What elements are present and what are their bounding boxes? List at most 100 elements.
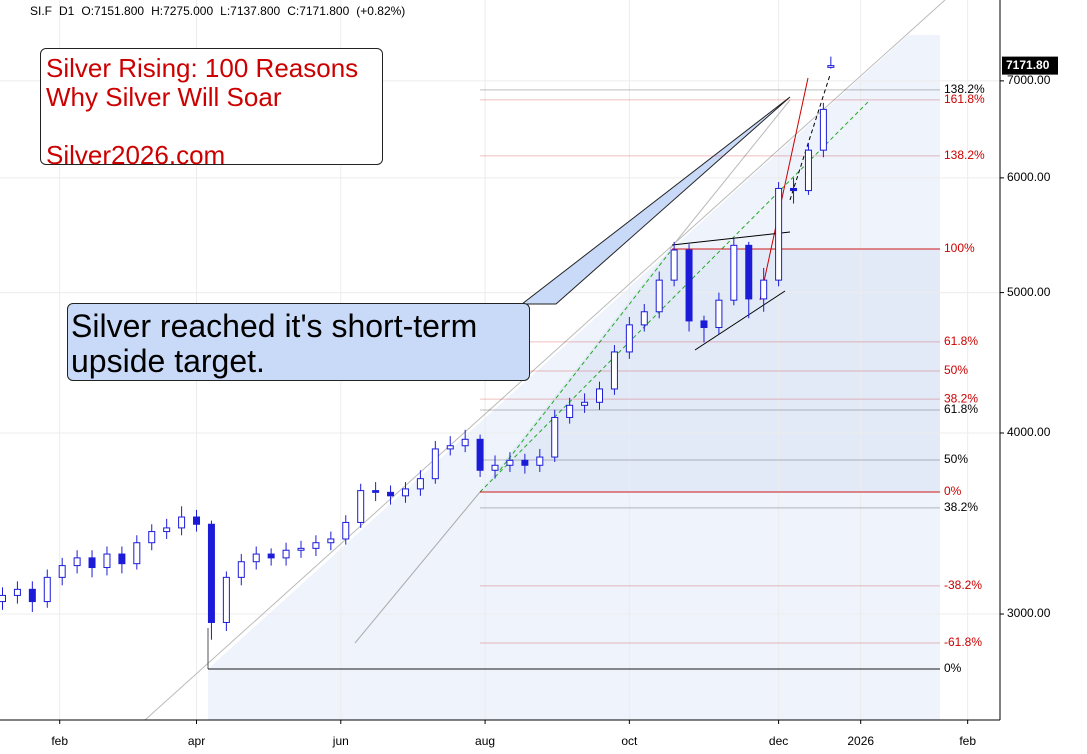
candle-body xyxy=(118,553,126,565)
candle-body xyxy=(207,523,215,623)
callout-line: upside target. xyxy=(71,343,265,379)
symbol: SI.F xyxy=(30,4,53,18)
callout-box: Silver reached it's short-term upside ta… xyxy=(67,303,530,381)
fib-label: 161.8% xyxy=(944,92,985,106)
candle-body xyxy=(401,488,409,497)
x-tick-label: apr xyxy=(188,734,205,748)
candle-body xyxy=(521,459,529,466)
candle-body xyxy=(670,249,678,281)
x-tick-label: oct xyxy=(621,734,638,748)
x-tick-label: aug xyxy=(475,734,495,748)
candle-body xyxy=(222,576,230,623)
candle-body xyxy=(387,491,395,497)
candle-body xyxy=(416,478,424,490)
trend-line xyxy=(669,99,791,250)
candle-body xyxy=(506,459,514,466)
candle-body xyxy=(73,557,81,567)
last-price-box xyxy=(1002,56,1058,75)
candle-body xyxy=(431,448,439,480)
x-tick-label: feb xyxy=(51,734,68,748)
fib-label: 61.8% xyxy=(944,402,978,416)
trend-line xyxy=(671,231,791,246)
candle-body xyxy=(357,490,365,523)
fib-frame xyxy=(354,491,481,644)
fib-label: -61.8% xyxy=(944,635,982,649)
candle-body xyxy=(133,542,141,565)
change: (+0.82%) xyxy=(356,4,406,18)
candle-body xyxy=(327,538,335,544)
trend-line xyxy=(789,74,831,201)
candle-body xyxy=(372,490,380,493)
candle-body xyxy=(297,547,305,551)
candle-body xyxy=(476,438,484,471)
candle-body xyxy=(551,416,559,458)
timeframe: D1 xyxy=(59,4,75,18)
candles xyxy=(0,56,835,640)
candle-body xyxy=(581,401,589,406)
y-tick-label: 3000.00 xyxy=(1007,606,1051,620)
candle-body xyxy=(700,320,708,329)
y-tick-label: 4000.00 xyxy=(1007,425,1051,439)
candle-body xyxy=(640,311,648,326)
fib-label: 61.8% xyxy=(944,334,978,348)
ohlc: L:7137.800 xyxy=(220,4,281,18)
candle-body xyxy=(491,464,499,471)
trend-line xyxy=(479,99,871,493)
ohlc: H:7275.000 xyxy=(151,4,214,18)
fib-label: -38.2% xyxy=(944,578,982,592)
trend-line xyxy=(144,0,946,721)
candle-body xyxy=(237,561,245,578)
callout-line: Silver reached it's short-term xyxy=(71,308,478,344)
candle-body xyxy=(596,388,604,403)
fib-label: 0% xyxy=(944,661,962,675)
ohlc: O:7151.800 xyxy=(81,4,145,18)
candle-body xyxy=(461,438,469,447)
promo-line: Silver Rising: 100 Reasons xyxy=(46,53,359,83)
x-tick-label: jun xyxy=(332,734,349,748)
candle-body xyxy=(610,351,618,390)
candle-body xyxy=(655,279,663,313)
candle-body xyxy=(342,521,350,540)
candle-body xyxy=(790,187,798,192)
fib-label: 38.2% xyxy=(944,500,978,514)
candle-body xyxy=(163,527,171,533)
candle-body xyxy=(827,65,835,68)
fib-label: 100% xyxy=(944,241,975,255)
x-tick-label: dec xyxy=(769,734,788,748)
fib-zone xyxy=(480,249,940,492)
candle-body xyxy=(804,149,812,192)
candle-body xyxy=(745,244,753,300)
y-tick-label: 7000.00 xyxy=(1007,73,1051,87)
fib-levels: 161.8% 138.2% 100% 61.8% 50% 38.2% 0% -38.2% -61… xyxy=(208,82,985,675)
candle-body xyxy=(103,553,111,569)
candle-body xyxy=(566,404,574,418)
candle-body xyxy=(625,324,633,353)
trend-line xyxy=(694,290,786,351)
candle-body xyxy=(88,557,96,569)
candle-body xyxy=(28,588,36,603)
candle-body xyxy=(148,531,156,544)
candle-body xyxy=(775,187,783,281)
axes: 3000.00 4000.00 5000.00 6000.00 7000.00 feb ap… xyxy=(51,56,1058,748)
candle-body xyxy=(58,565,66,578)
candle-body xyxy=(819,108,827,151)
trend-line xyxy=(759,77,809,301)
candle-body xyxy=(730,244,738,301)
x-tick-label: feb xyxy=(959,734,976,748)
promo-line: Why Silver Will Soar xyxy=(46,82,282,112)
candle-body xyxy=(252,553,260,563)
fib-label: 38.2% xyxy=(944,391,978,405)
candle-body xyxy=(760,279,768,300)
candle-body xyxy=(282,549,290,559)
x-tick-label: 2026 xyxy=(847,734,874,748)
candle-body xyxy=(267,553,275,559)
fib-label: 50% xyxy=(944,452,968,466)
candle-body xyxy=(312,542,320,549)
y-tick-label: 5000.00 xyxy=(1007,285,1051,299)
candle-body xyxy=(193,516,201,525)
fib-label: 138.2% xyxy=(944,148,985,162)
y-tick-label: 6000.00 xyxy=(1007,170,1051,184)
candle-body xyxy=(536,456,544,466)
